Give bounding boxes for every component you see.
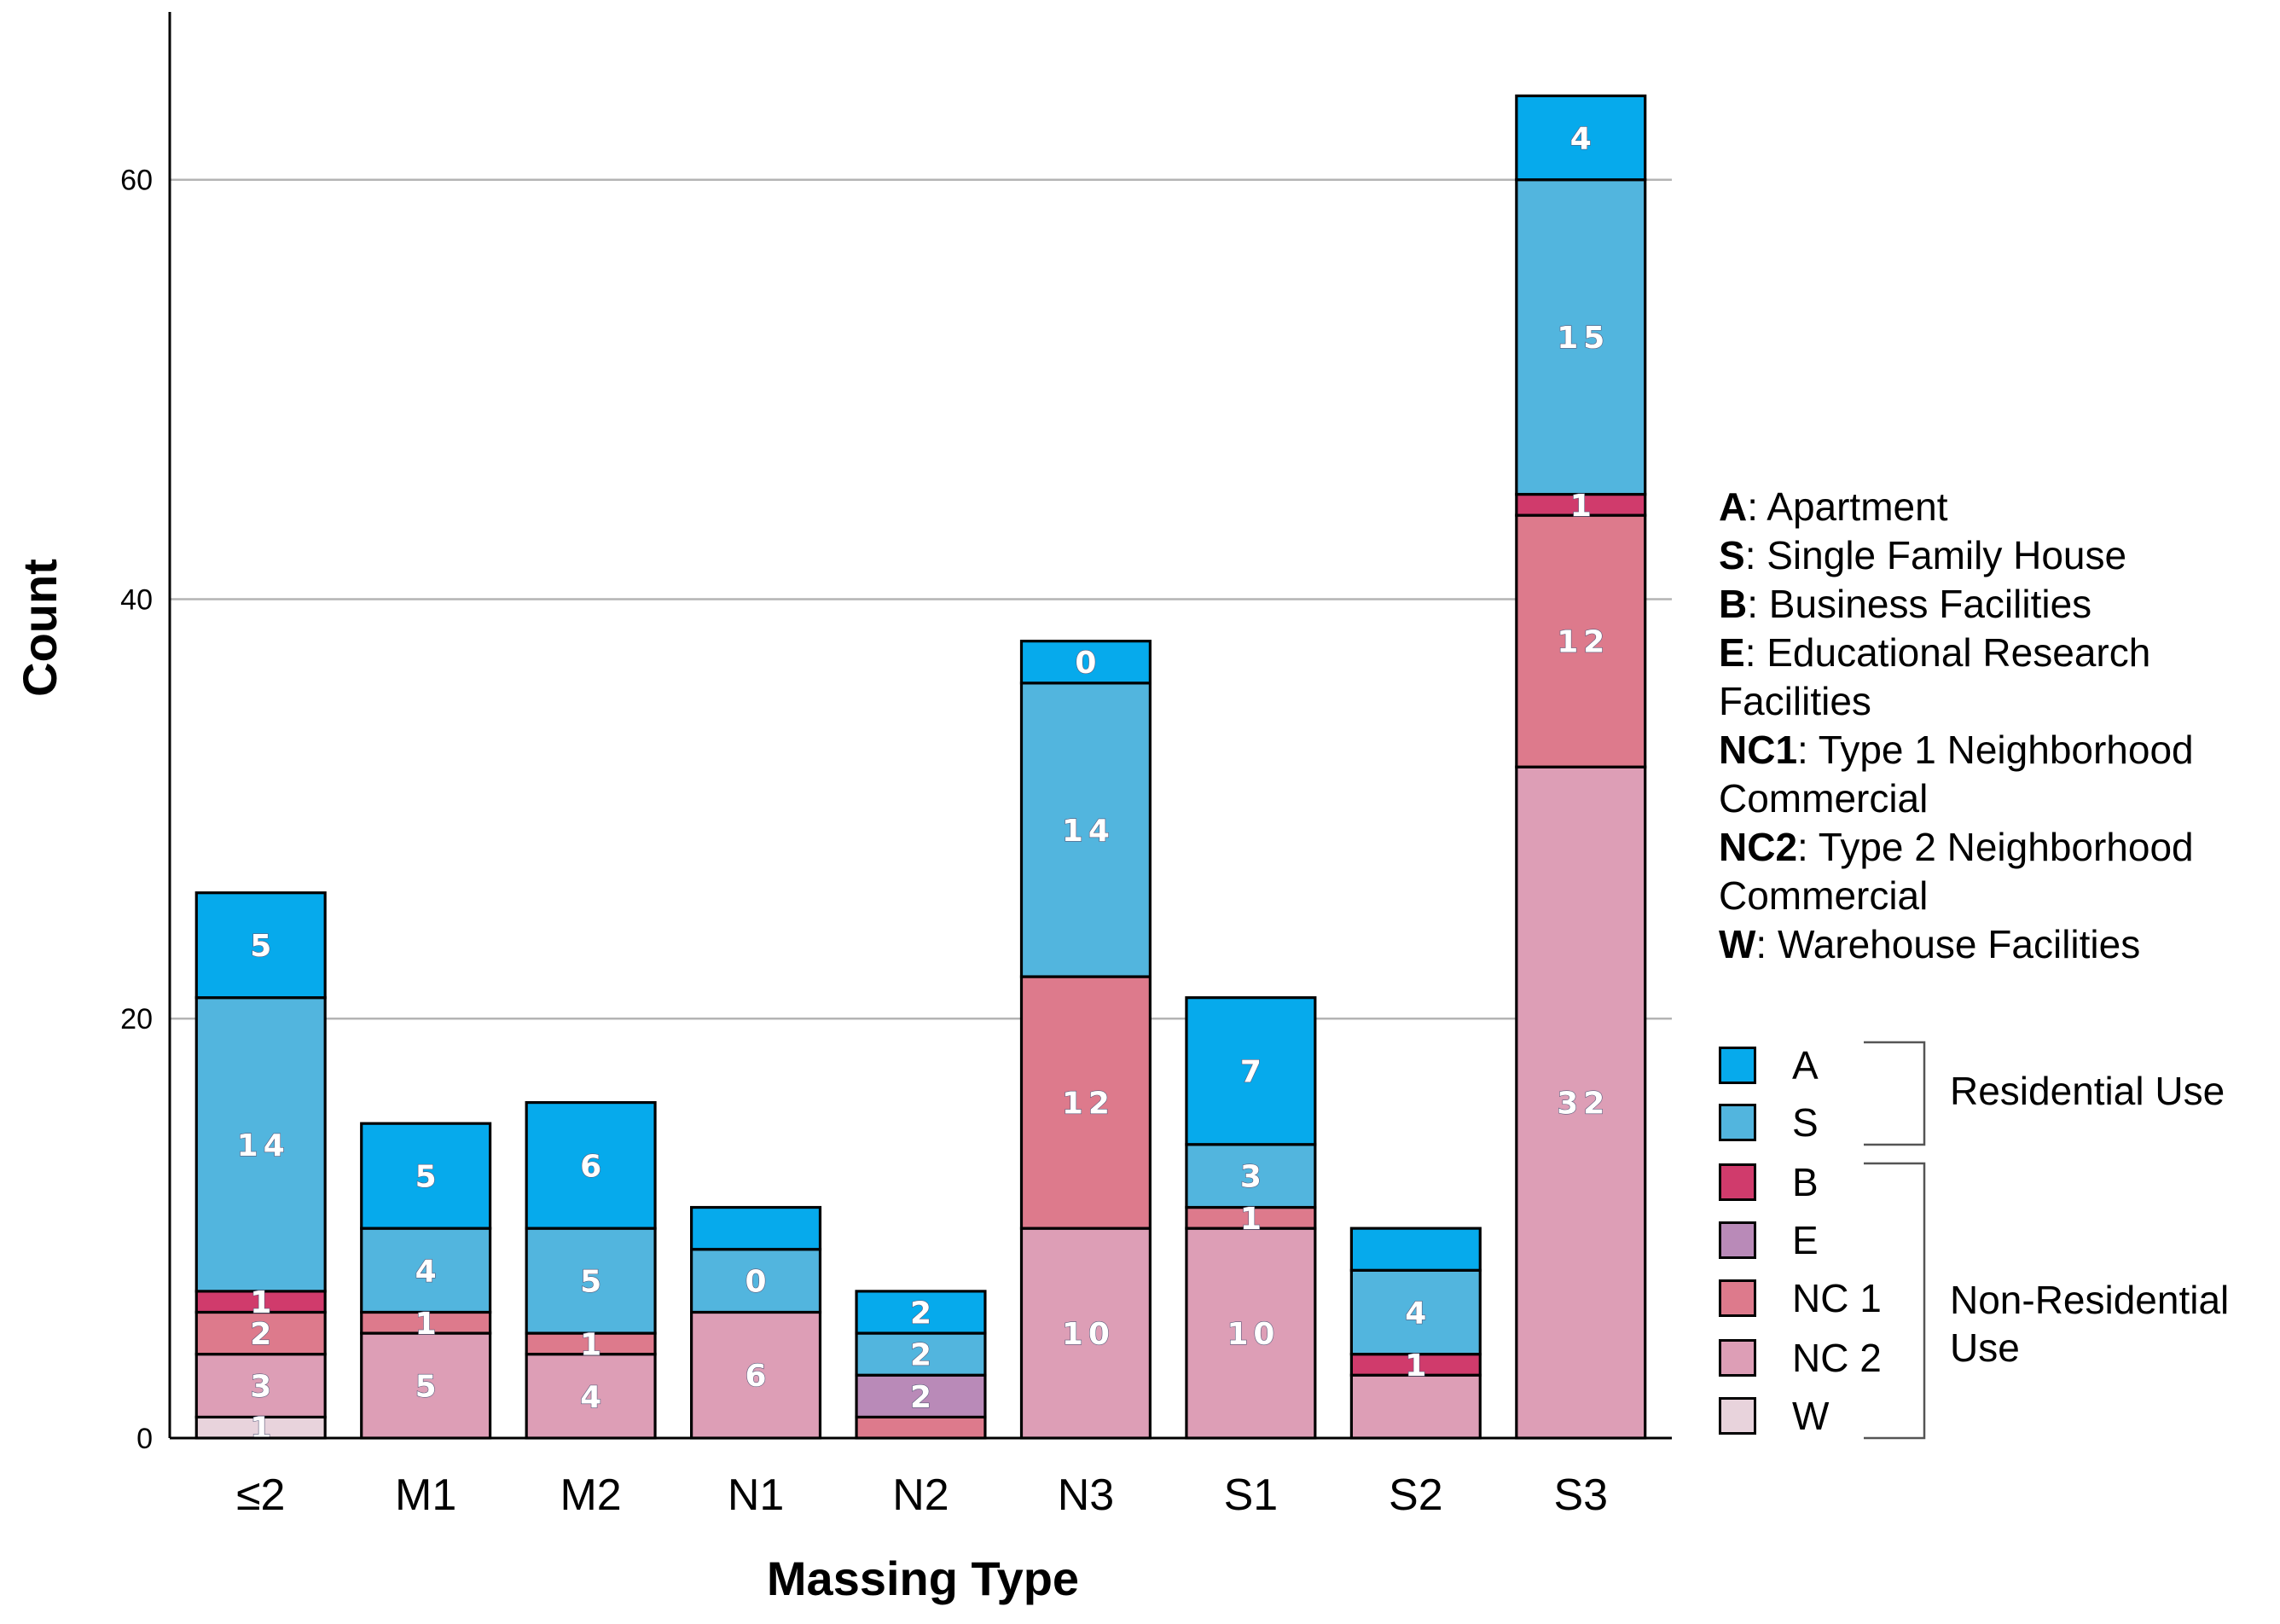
x-tick-n3: N3 bbox=[1058, 1470, 1114, 1520]
label-2-nc-1: 2 bbox=[250, 1317, 276, 1352]
label-n1-s: 0 bbox=[745, 1265, 772, 1300]
label-s1-s: 3 bbox=[1240, 1160, 1267, 1195]
label-s3-nc-2: 32 bbox=[1557, 1087, 1610, 1122]
bar-n1-a bbox=[690, 1205, 822, 1251]
y-tick-0: 0 bbox=[136, 1423, 153, 1455]
label-n1-nc-2: 6 bbox=[745, 1359, 772, 1394]
label-m2-nc-1: 1 bbox=[580, 1327, 606, 1362]
bar-2-nc-1 bbox=[194, 1310, 327, 1356]
x-tick-s3: S3 bbox=[1553, 1470, 1608, 1520]
bar-s2-nc-2 bbox=[1349, 1373, 1482, 1440]
abbreviation-notes: A: Apartment S: Single Family House B: B… bbox=[1719, 483, 2273, 969]
bar-n2-a bbox=[855, 1290, 987, 1335]
label-m1-nc-2: 5 bbox=[415, 1370, 442, 1405]
label-m1-s: 4 bbox=[415, 1254, 442, 1289]
label-s1-nc-2: 10 bbox=[1227, 1317, 1279, 1352]
bar-n3-nc-1 bbox=[1019, 975, 1152, 1230]
bar-s2-a bbox=[1349, 1227, 1482, 1272]
label-s1-a: 7 bbox=[1240, 1055, 1267, 1090]
label-2-nc-2: 3 bbox=[250, 1370, 276, 1405]
gridlines bbox=[170, 178, 1672, 1020]
label-s3-s: 15 bbox=[1557, 321, 1610, 356]
label-2-a: 5 bbox=[250, 929, 276, 964]
bar-m1-nc-2 bbox=[360, 1331, 492, 1440]
bar-n2-nc-1 bbox=[855, 1415, 987, 1440]
bars bbox=[194, 94, 1647, 1440]
label-m1-nc-1: 1 bbox=[415, 1307, 442, 1342]
note-a: A: Apartment bbox=[1719, 484, 1948, 529]
x-tick-n1: N1 bbox=[728, 1470, 784, 1520]
label-n3-a: 0 bbox=[1075, 646, 1101, 681]
bar-2-b bbox=[194, 1290, 327, 1314]
label-s3-nc-1: 12 bbox=[1557, 625, 1610, 660]
bar-n1-s bbox=[690, 1248, 822, 1314]
bar-s3-nc-1 bbox=[1515, 513, 1647, 768]
bar-n3-nc-2 bbox=[1019, 1227, 1152, 1440]
label-n3-nc-2: 10 bbox=[1062, 1317, 1115, 1352]
label-s2-b: 1 bbox=[1405, 1348, 1431, 1383]
note-w: W: Warehouse Facilities bbox=[1719, 922, 2141, 966]
x-tick-m2: M2 bbox=[560, 1470, 621, 1520]
x-tick-m1: M1 bbox=[395, 1470, 456, 1520]
note-s: S: Single Family House bbox=[1719, 533, 2127, 577]
label-n3-nc-1: 12 bbox=[1062, 1087, 1115, 1122]
note-nc2: NC2: Type 2 Neighborhood Commercial bbox=[1719, 825, 2194, 918]
label-m1-a: 5 bbox=[415, 1160, 442, 1195]
y-axis-title: Count bbox=[13, 559, 67, 697]
y-tick-60: 60 bbox=[120, 165, 153, 197]
bar-2-a bbox=[194, 891, 327, 1000]
bar-s1-a bbox=[1185, 996, 1317, 1146]
bar-s2-s bbox=[1349, 1268, 1482, 1356]
x-axis-title: Massing Type bbox=[767, 1552, 1079, 1605]
bar-n2-e bbox=[855, 1373, 987, 1419]
y-tick-20: 20 bbox=[120, 1003, 153, 1035]
x-tick-s2: S2 bbox=[1389, 1470, 1443, 1520]
x-tick-labels: ≤2 M1 M2 N1 N2 N3 S1 S2 S3 bbox=[236, 1470, 1608, 1520]
label-2-b: 1 bbox=[250, 1285, 276, 1320]
bar-2-w bbox=[194, 1415, 327, 1440]
y-tick-labels: 0 20 40 60 bbox=[120, 165, 153, 1455]
bar-n3-s bbox=[1019, 682, 1152, 978]
bar-s3-nc-2 bbox=[1515, 765, 1647, 1440]
label-n3-s: 14 bbox=[1062, 814, 1115, 849]
bar-s3-a bbox=[1515, 94, 1647, 182]
y-tick-40: 40 bbox=[120, 583, 153, 616]
bar-s1-nc-2 bbox=[1185, 1227, 1317, 1440]
label-s3-b: 1 bbox=[1570, 489, 1597, 524]
note-e: E: Educational Research Facilities bbox=[1719, 630, 2151, 723]
bar-m1-a bbox=[360, 1122, 492, 1230]
bar-m2-a bbox=[525, 1100, 657, 1230]
bar-2-s bbox=[194, 996, 327, 1293]
label-s2-s: 4 bbox=[1405, 1296, 1431, 1331]
bar-s1-s bbox=[1185, 1143, 1317, 1209]
label-n2-a: 2 bbox=[910, 1296, 937, 1331]
label-m2-nc-2: 4 bbox=[580, 1380, 606, 1415]
bar-m2-s bbox=[525, 1227, 657, 1335]
x-tick-s1: S1 bbox=[1224, 1470, 1279, 1520]
label-2-s: 14 bbox=[237, 1128, 290, 1163]
bar-m2-nc-1 bbox=[525, 1331, 657, 1356]
data-labels: 1321145514541566022210121401013714321211… bbox=[236, 121, 1610, 1447]
bar-n1-nc-2 bbox=[690, 1310, 822, 1440]
label-2-w: 1 bbox=[250, 1412, 276, 1447]
label-n2-e: 2 bbox=[910, 1380, 937, 1415]
label-s1-nc-1: 1 bbox=[1240, 1202, 1267, 1237]
note-b: B: Business Facilities bbox=[1719, 582, 2092, 626]
x-tick-n2: N2 bbox=[892, 1470, 949, 1520]
x-tick-2: ≤2 bbox=[236, 1470, 285, 1520]
label-m2-a: 6 bbox=[580, 1149, 606, 1184]
bar-n2-s bbox=[855, 1331, 987, 1377]
bar-m1-s bbox=[360, 1227, 492, 1314]
label-s3-a: 4 bbox=[1570, 122, 1597, 157]
bar-s3-s bbox=[1515, 178, 1647, 496]
label-n2-s: 2 bbox=[910, 1338, 937, 1373]
bar-n3-a bbox=[1019, 640, 1152, 685]
note-nc1: NC1: Type 1 Neighborhood Commercial bbox=[1719, 728, 2194, 821]
label-m2-s: 5 bbox=[580, 1265, 606, 1300]
